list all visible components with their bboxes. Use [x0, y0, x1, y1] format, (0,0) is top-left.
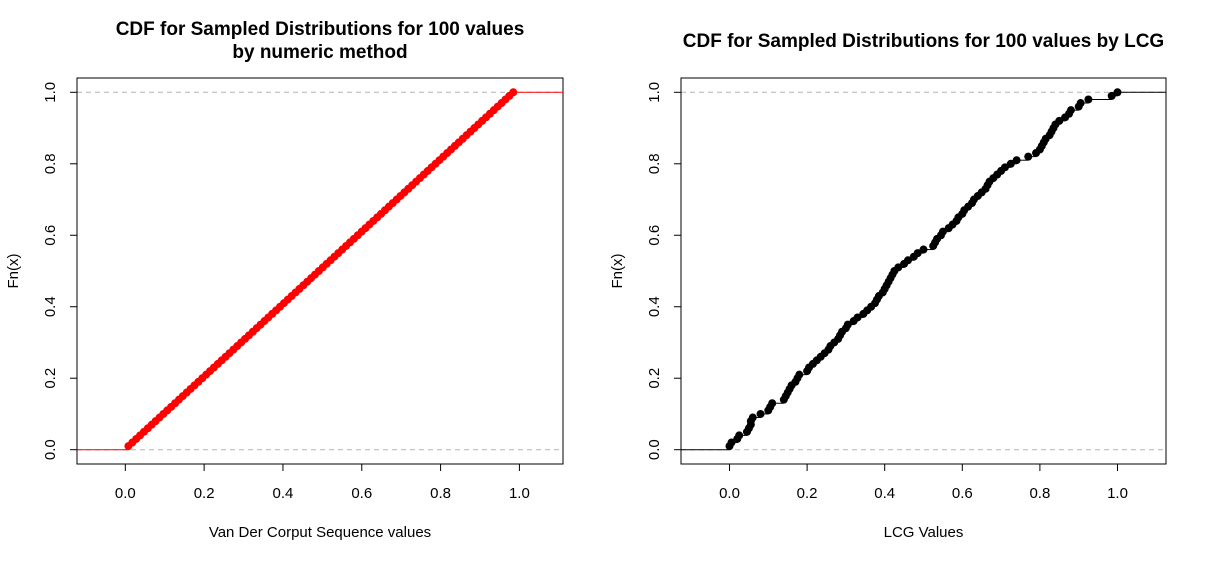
chart-title: CDF for Sampled Distributions for 100 va…	[683, 31, 1164, 52]
data-point	[903, 256, 912, 265]
y-tick-label: 0.4	[42, 296, 59, 317]
y-tick-label: 0.6	[42, 225, 59, 246]
chart-panel-1: CDF for Sampled Distributions for 100 va…	[5, 19, 564, 541]
data-point	[735, 431, 744, 440]
data-point	[795, 370, 804, 379]
y-axis-label: Fn(x)	[5, 254, 22, 289]
ecdf-steps	[681, 91, 1166, 451]
x-axis-label: LCG Values	[884, 524, 964, 541]
y-tick-label: 0.0	[646, 439, 663, 460]
data-point	[1066, 106, 1075, 115]
chart-panel-2: CDF for Sampled Distributions for 100 va…	[609, 31, 1167, 541]
x-tick-label: 0.6	[952, 485, 973, 502]
x-tick-label: 0.8	[1029, 485, 1050, 502]
x-axis-label: Van Der Corput Sequence values	[209, 524, 431, 541]
data-point	[509, 88, 518, 97]
y-axis-label: Fn(x)	[609, 254, 626, 289]
data-point	[768, 399, 777, 408]
x-tick-label: 0.8	[430, 485, 451, 502]
data-point	[1113, 88, 1122, 97]
data-point	[748, 413, 757, 422]
data-point	[1012, 156, 1021, 165]
data-point	[1006, 159, 1015, 168]
y-tick-label: 0.4	[646, 296, 663, 317]
y-tick-label: 0.2	[646, 368, 663, 389]
y-tick-label: 0.6	[646, 225, 663, 246]
y-tick-label: 1.0	[646, 82, 663, 103]
data-point	[756, 409, 765, 418]
y-tick-label: 0.0	[42, 439, 59, 460]
data-point	[843, 320, 852, 329]
plot-frame	[680, 77, 1167, 465]
x-tick-label: 0.2	[194, 485, 215, 502]
data-point	[1055, 116, 1064, 125]
data-point	[1024, 152, 1033, 161]
data-point	[853, 313, 862, 322]
x-tick-label: 0.0	[115, 485, 136, 502]
x-tick-label: 0.4	[273, 485, 294, 502]
y-tick-label: 0.2	[42, 368, 59, 389]
x-tick-label: 0.2	[797, 485, 818, 502]
y-tick-label: 0.8	[42, 153, 59, 174]
x-tick-label: 1.0	[509, 485, 530, 502]
plot-frame	[76, 77, 564, 465]
data-point	[894, 263, 903, 272]
x-tick-label: 1.0	[1107, 485, 1128, 502]
data-point	[727, 438, 736, 447]
chart-title: CDF for Sampled Distributions for 100 va…	[116, 19, 525, 40]
data-point	[913, 249, 922, 258]
data-point	[938, 227, 947, 236]
x-tick-label: 0.0	[719, 485, 740, 502]
data-point	[1076, 99, 1085, 108]
ecdf-points	[124, 88, 518, 451]
data-point	[919, 245, 928, 254]
y-tick-label: 1.0	[42, 82, 59, 103]
data-point	[1084, 95, 1093, 104]
chart-title: by numeric method	[232, 42, 407, 63]
x-tick-label: 0.6	[351, 485, 372, 502]
data-point	[1107, 91, 1116, 100]
data-point	[1000, 163, 1009, 172]
ecdf-points	[725, 88, 1122, 451]
x-tick-label: 0.4	[874, 485, 895, 502]
y-tick-label: 0.8	[646, 153, 663, 174]
